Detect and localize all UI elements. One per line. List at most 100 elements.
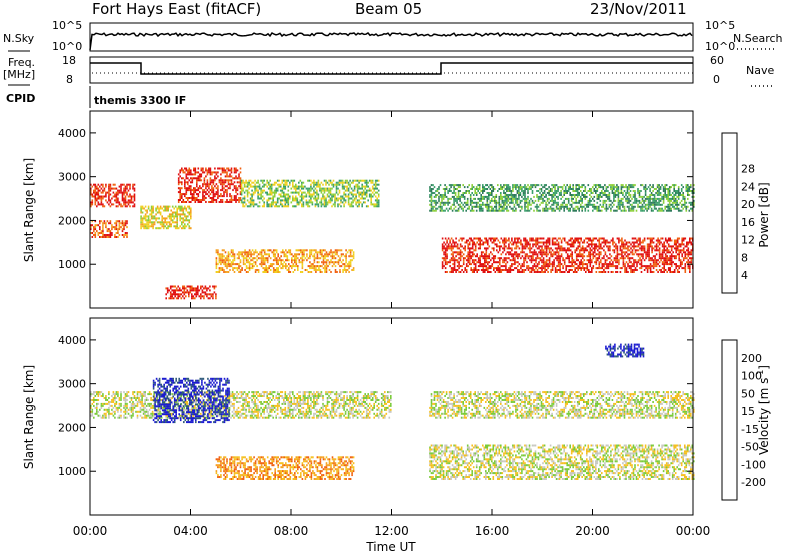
echo-cell [572,184,574,187]
echo-cell [334,197,336,200]
echo-cell [439,195,442,198]
echo-cell [93,230,95,233]
echo-cell [548,190,550,192]
echo-cell [215,263,218,266]
echo-cell [658,269,661,271]
echo-cell [483,188,486,190]
echo-cell [556,269,558,271]
echo-cell [544,271,546,273]
echo-cell [147,219,150,222]
echo-cell [233,169,236,172]
echo-cell [361,183,363,186]
echo-cell [447,199,449,202]
echo-cell [235,187,237,190]
echo-cell [340,179,342,182]
echo-cell [625,267,628,270]
echo-cell [328,179,330,182]
echo-cell [325,253,328,256]
echo-cell [310,253,313,256]
echo-cell [591,245,593,248]
echo-cell [285,259,287,262]
echo-cell [90,183,92,186]
echo-cell [539,237,542,240]
echo-cell [506,188,508,190]
echo-cell [209,189,212,192]
echo-cell [126,222,128,225]
echo-cell [591,269,593,271]
echo-cell [485,237,488,240]
echo-cell [637,255,640,258]
echo-cell [241,253,243,256]
echo-cell [486,199,489,202]
echo-cell [181,217,183,220]
echo-cell [585,237,587,240]
echo-cell [161,225,163,228]
echo-cell [187,223,189,226]
echo-cell [352,269,355,271]
echo-cell [185,219,188,222]
echo-cell [314,187,317,190]
echo-cell [235,263,237,266]
echo-cell [557,241,560,244]
echo-cell [159,221,162,224]
echo-cell [452,251,454,254]
echo-cell [652,267,655,270]
echo-cell [669,245,671,248]
echo-cell [471,199,473,202]
echo-cell [317,205,320,208]
echo-cell [670,271,673,273]
echo-cell [229,263,231,266]
echo-cell [258,187,261,190]
echo-cell [447,261,450,264]
echo-cell [147,223,150,226]
echo-cell [91,203,94,206]
echo-cell [202,169,204,172]
echo-cell [289,251,292,254]
echo-cell [460,194,463,196]
echo-cell [251,201,253,204]
echo-cell [633,245,635,248]
echo-cell [111,197,113,200]
echo-cell [310,249,313,252]
echo-cell [500,197,502,200]
echo-cell [325,199,327,202]
echo-cell [260,195,262,198]
echo-cell [429,209,431,212]
echo-cell [512,255,515,258]
echo-cell [512,243,515,246]
echo-cell [445,195,448,198]
echo-cell [307,265,310,268]
echo-cell [539,253,542,256]
echo-cell [689,265,691,268]
echo-cell [185,175,188,178]
echo-cell [317,197,320,200]
echo-cell [226,257,228,260]
echo-cell [340,195,342,198]
echo-cell [331,257,334,260]
echo-cell [601,195,603,198]
echo-cell [199,177,201,180]
echo-cell [467,259,469,262]
echo-cell [509,241,512,244]
echo-cell [636,269,638,271]
echo-cell [367,185,369,188]
echo-cell [429,188,431,190]
echo-cell [300,271,302,273]
echo-cell [279,195,282,198]
echo-cell [529,267,531,270]
echo-cell [495,201,498,204]
echo-cell [218,179,221,182]
echo-cell [150,221,153,224]
echo-cell [108,199,110,202]
echo-cell [316,193,318,196]
echo-cell [660,241,662,244]
echo-cell [208,191,210,194]
echo-cell [321,255,323,258]
echo-cell [589,239,592,242]
echo-cell [252,185,255,188]
echo-cell [174,215,177,218]
echo-cell [500,192,502,194]
echo-cell [651,249,653,252]
echo-cell [594,243,596,246]
echo-cell [96,224,98,227]
